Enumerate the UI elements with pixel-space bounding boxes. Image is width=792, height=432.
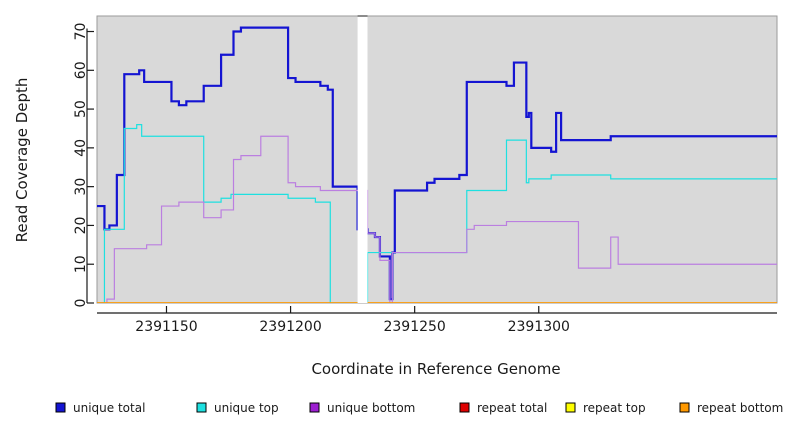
legend-swatch-icon [309, 402, 320, 413]
panel-gap [357, 15, 368, 303]
y-tick-label: 70 [73, 23, 89, 41]
y-tick-label: 30 [73, 178, 89, 196]
y-axis-title: Read Coverage Depth [13, 78, 31, 243]
y-tick-label: 40 [73, 139, 89, 157]
x-tick-label: 2391150 [135, 319, 197, 335]
legend-item-unique-bottom[interactable]: unique bottom [309, 401, 415, 415]
legend-label: repeat top [583, 401, 646, 415]
y-tick-label: 0 [73, 299, 89, 308]
plot-background [96, 15, 778, 304]
legend-item-unique-total[interactable]: unique total [55, 401, 145, 415]
x-axis-title: Coordinate in Reference Genome [311, 360, 560, 378]
panel-gap-band [357, 17, 368, 303]
series-line-unique-top [97, 123, 777, 303]
legend-item-repeat-top[interactable]: repeat top [565, 401, 646, 415]
axes-layer: 0 10 20 30 40 50 60 70 2391150 2391200 2391250 2391… [73, 23, 777, 335]
legend-swatch-icon [196, 402, 207, 413]
y-tick-label: 50 [73, 100, 89, 118]
plot-panel [96, 15, 778, 304]
legend-swatch-icon [679, 402, 690, 413]
legend-swatch-icon [459, 402, 470, 413]
x-tick-label: 2391250 [383, 319, 445, 335]
x-tick-label: 2391300 [508, 319, 570, 335]
legend-label: unique bottom [327, 401, 415, 415]
y-tick-label: 20 [73, 217, 89, 235]
legend-label: unique top [214, 401, 279, 415]
legend-label: repeat total [477, 401, 547, 415]
legend-swatch-icon [55, 402, 66, 413]
x-tick-label: 2391200 [259, 319, 321, 335]
legend-swatch-icon [565, 402, 576, 413]
panel-gap-top-mark [357, 15, 368, 17]
legend-label: repeat bottom [697, 401, 783, 415]
chart-legend: unique total unique top unique bottom repea… [55, 401, 783, 415]
legend-item-repeat-bottom[interactable]: repeat bottom [679, 401, 783, 415]
y-tick-label: 60 [73, 61, 89, 79]
series-line-unique-bottom [97, 135, 777, 303]
legend-label: unique total [73, 401, 145, 415]
y-tick-label: 10 [73, 255, 89, 273]
legend-item-repeat-total[interactable]: repeat total [459, 401, 547, 415]
legend-item-unique-top[interactable]: unique top [196, 401, 279, 415]
